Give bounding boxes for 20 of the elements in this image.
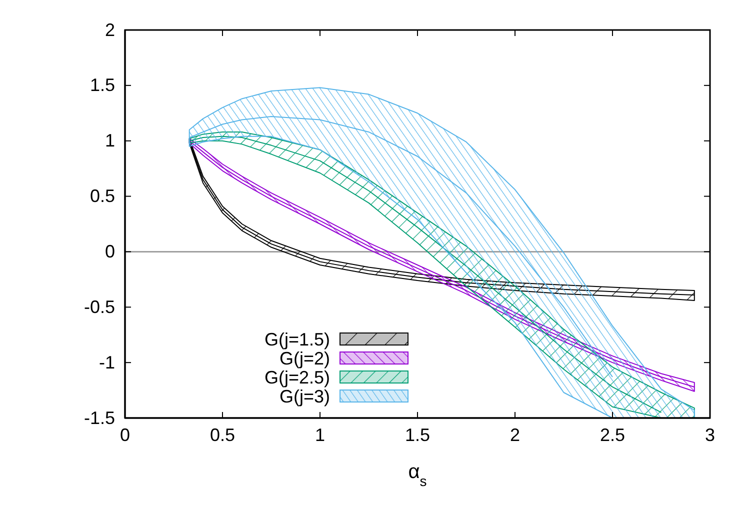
y-tick-label: -1 xyxy=(98,352,115,372)
y-tick-label: -0.5 xyxy=(84,296,115,317)
legend-label: G(j=2.5) xyxy=(264,368,330,388)
x-tick-label: 2.5 xyxy=(600,424,626,445)
x-tick-label: 1 xyxy=(314,424,326,445)
y-tick-label: -1.5 xyxy=(84,408,115,428)
legend-label: G(j=3) xyxy=(279,386,330,406)
y-tick-label: 0 xyxy=(104,241,115,262)
x-tick-label: 1.5 xyxy=(404,424,430,445)
legend-label: G(j=2) xyxy=(279,348,330,368)
y-tick-label: 2 xyxy=(104,20,115,40)
x-tick-label: 2 xyxy=(510,424,520,445)
y-tick-label: 1 xyxy=(104,130,115,151)
y-tick-label: 0.5 xyxy=(90,186,115,206)
x-tick-label: 3 xyxy=(704,424,716,445)
y-tick-label: 1.5 xyxy=(90,75,115,96)
x-tick-label: 0 xyxy=(120,424,130,445)
x-tick-label: 0.5 xyxy=(210,424,236,445)
legend-label: G(j=1.5) xyxy=(264,330,330,350)
x-axis-title: α$_{s}$ xyxy=(408,461,427,489)
